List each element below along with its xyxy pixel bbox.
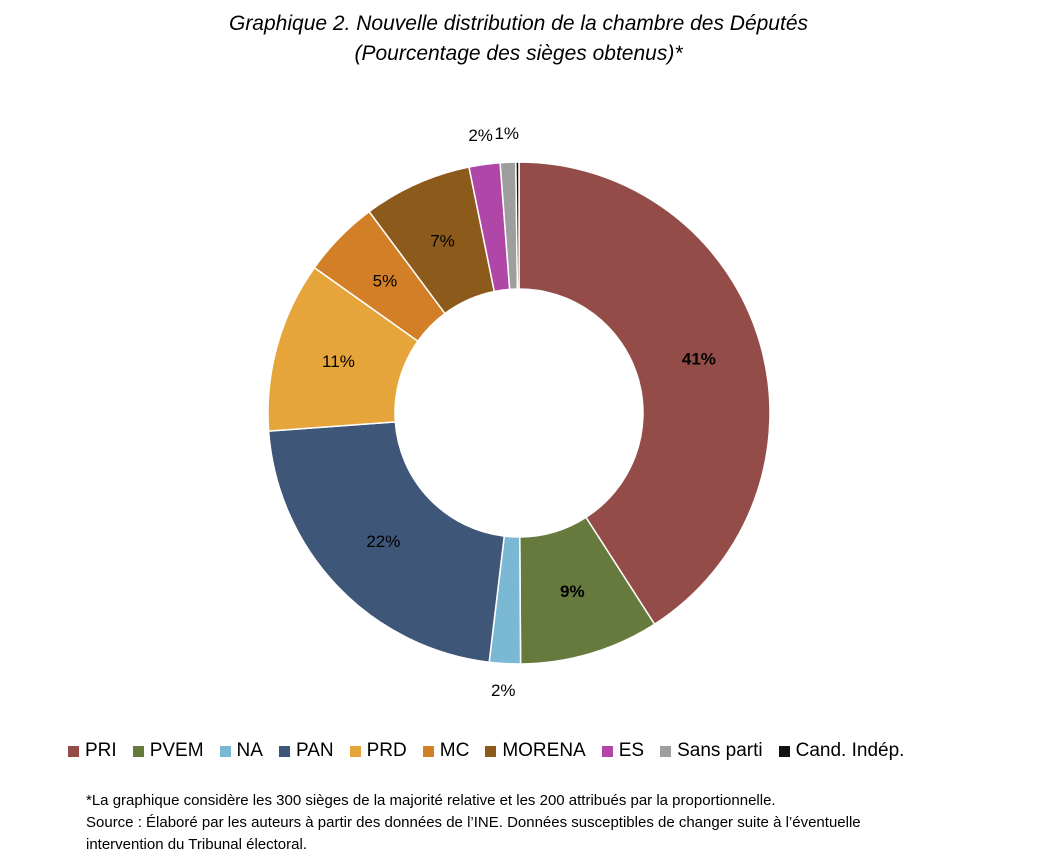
legend-item-pan: PAN	[278, 740, 334, 762]
legend-label: Sans parti	[677, 740, 763, 761]
slice-pri	[518, 161, 771, 626]
legend-item-pvem: PVEM	[132, 740, 204, 762]
legend-item-mc: MC	[422, 740, 470, 762]
legend-label: PAN	[295, 740, 334, 761]
legend-label: NA	[236, 740, 263, 761]
legend-label: PVEM	[149, 740, 204, 761]
legend-swatch	[132, 745, 144, 757]
data-label-pan: 22%	[366, 532, 400, 551]
footnote-source: Source : Élaboré par les auteurs à parti…	[86, 814, 861, 831]
legend: PRI PVEM NA PAN PRD MC MORENA ES Sans parti Cand.…	[68, 740, 920, 762]
data-label-pri: 41%	[682, 350, 716, 369]
data-label-sans-parti: 1%	[494, 124, 519, 143]
footnotes: *La graphique considère les 300 sièges d…	[86, 790, 986, 856]
legend-swatch	[422, 745, 434, 757]
legend-label: ES	[618, 740, 645, 761]
footnote-scope: *La graphique considère les 300 sièges d…	[86, 792, 776, 809]
data-label-na: 2%	[491, 681, 516, 700]
legend-swatch	[68, 745, 79, 757]
legend-swatch	[660, 745, 672, 757]
donut-slices	[267, 161, 771, 665]
legend-swatch	[601, 745, 613, 757]
legend-item-na: NA	[219, 740, 263, 762]
data-label-prd: 11%	[322, 352, 355, 371]
footnote-source-cont: intervention du Tribunal électoral.	[86, 836, 307, 853]
legend-label: Cand. Indép.	[795, 740, 905, 761]
legend-item-prd: PRD	[349, 740, 407, 762]
chart-subtitle: (Pourcentage des sièges obtenus)*	[354, 42, 683, 65]
slice-pan	[267, 421, 506, 664]
legend-item-pri: PRI	[68, 740, 117, 762]
legend-label: MC	[439, 740, 470, 761]
legend-item-sans-parti: Sans parti	[660, 740, 763, 762]
legend-swatch	[219, 745, 231, 757]
chart-title: Graphique 2. Nouvelle distribution de la…	[228, 12, 808, 35]
slice-cand-ind-p-	[515, 161, 520, 290]
donut-labels: 41%9%2%22%11%5%7%2% 1%	[322, 124, 716, 700]
data-label-es: 2%	[468, 126, 493, 145]
donut-chart: 41%9%2%22%11%5%7%2% 1%	[267, 124, 771, 700]
legend-item-es: ES	[601, 740, 645, 762]
legend-swatch	[278, 745, 290, 757]
data-label-mc: 5%	[373, 271, 398, 290]
legend-label: PRI	[85, 740, 117, 761]
legend-swatch	[349, 745, 361, 757]
legend-label: PRD	[366, 740, 407, 761]
data-label-morena: 7%	[430, 231, 455, 250]
legend-item-cand-ind-p-: Cand. Indép.	[778, 740, 905, 762]
legend-item-morena: MORENA	[485, 740, 586, 762]
legend-swatch	[778, 745, 790, 757]
data-label-pvem: 9%	[560, 582, 585, 601]
legend-swatch	[485, 745, 497, 757]
legend-label: MORENA	[502, 740, 586, 761]
